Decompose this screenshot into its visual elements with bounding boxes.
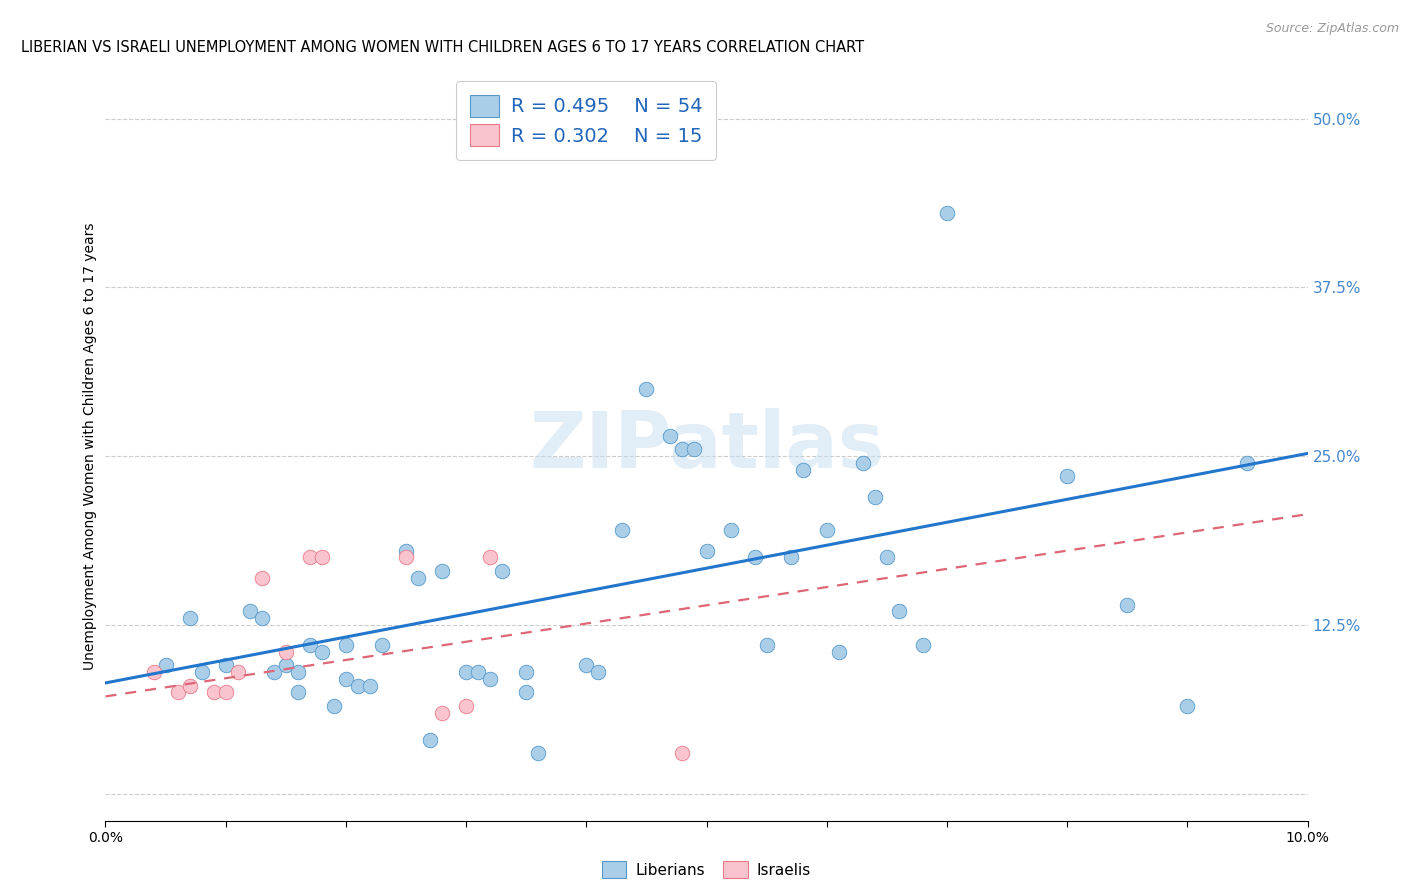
Point	[887, 604, 910, 618]
Text: Source: ZipAtlas.com: Source: ZipAtlas.com	[1265, 22, 1399, 36]
Point	[588, 665, 610, 680]
Point	[479, 550, 502, 565]
Point	[515, 685, 537, 699]
Point	[347, 679, 370, 693]
Point	[491, 564, 513, 578]
Point	[792, 462, 814, 476]
Point	[166, 685, 188, 699]
Point	[395, 543, 418, 558]
Point	[852, 456, 875, 470]
Point	[936, 206, 959, 220]
Point	[395, 550, 418, 565]
Point	[779, 550, 801, 565]
Point	[1236, 456, 1258, 470]
Point	[335, 672, 357, 686]
Point	[274, 645, 297, 659]
Point	[671, 746, 693, 760]
Point	[454, 665, 477, 680]
Point	[311, 645, 333, 659]
Point	[202, 685, 225, 699]
Point	[863, 490, 886, 504]
Point	[155, 658, 177, 673]
Point	[322, 698, 344, 713]
Point	[467, 665, 489, 680]
Point	[250, 571, 273, 585]
Point	[298, 638, 321, 652]
Point	[190, 665, 212, 680]
Legend: Liberians, Israelis: Liberians, Israelis	[596, 855, 817, 884]
Y-axis label: Unemployment Among Women with Children Ages 6 to 17 years: Unemployment Among Women with Children A…	[83, 222, 97, 670]
Point	[720, 524, 742, 538]
Point	[214, 685, 236, 699]
Point	[612, 524, 634, 538]
Text: LIBERIAN VS ISRAELI UNEMPLOYMENT AMONG WOMEN WITH CHILDREN AGES 6 TO 17 YEARS CO: LIBERIAN VS ISRAELI UNEMPLOYMENT AMONG W…	[21, 40, 865, 55]
Point	[287, 665, 309, 680]
Point	[239, 604, 262, 618]
Point	[454, 698, 477, 713]
Point	[335, 638, 357, 652]
Point	[828, 645, 851, 659]
Point	[479, 672, 502, 686]
Point	[1056, 469, 1078, 483]
Point	[911, 638, 934, 652]
Point	[430, 564, 453, 578]
Point	[274, 658, 297, 673]
Point	[876, 550, 898, 565]
Point	[815, 524, 838, 538]
Point	[359, 679, 381, 693]
Point	[419, 732, 441, 747]
Point	[527, 746, 550, 760]
Point	[515, 665, 537, 680]
Point	[659, 429, 682, 443]
Point	[371, 638, 394, 652]
Point	[430, 706, 453, 720]
Point	[179, 611, 201, 625]
Point	[263, 665, 285, 680]
Point	[671, 442, 693, 457]
Point	[696, 543, 718, 558]
Point	[250, 611, 273, 625]
Point	[226, 665, 249, 680]
Text: ZIPatlas: ZIPatlas	[529, 408, 884, 484]
Point	[636, 382, 658, 396]
Point	[406, 571, 429, 585]
Point	[311, 550, 333, 565]
Point	[1175, 698, 1198, 713]
Point	[287, 685, 309, 699]
Point	[214, 658, 236, 673]
Point	[298, 550, 321, 565]
Point	[683, 442, 706, 457]
Point	[744, 550, 766, 565]
Point	[755, 638, 778, 652]
Point	[179, 679, 201, 693]
Point	[575, 658, 598, 673]
Point	[1116, 598, 1139, 612]
Point	[142, 665, 165, 680]
